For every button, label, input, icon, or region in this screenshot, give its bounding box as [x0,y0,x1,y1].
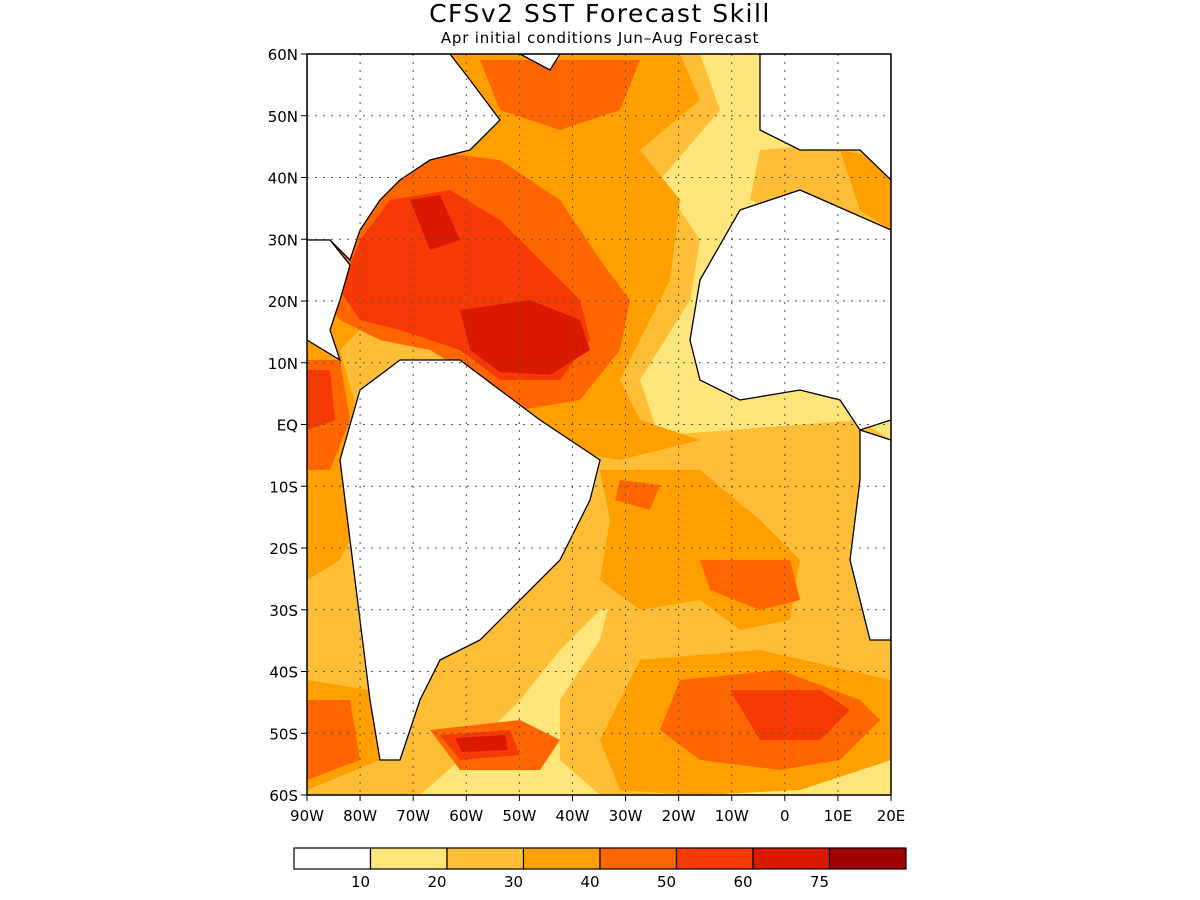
lon-label: 40W [555,807,589,825]
legend-label: 20 [427,873,446,891]
lon-label: 10E [824,807,853,825]
lon-label: 70W [396,807,430,825]
legend-swatch [675,847,754,870]
legend-swatch [446,847,525,870]
lat-label: 10S [269,478,298,496]
legend-label: 60 [733,873,752,891]
lon-label: 90W [290,807,324,825]
lat-label: 50S [269,725,298,743]
lat-label: 20N [268,293,298,311]
lon-label: 60W [449,807,483,825]
lat-label: 60S [269,787,298,805]
color-legend: 10 20 30 40 50 60 75 [293,847,907,891]
legend-label: 50 [657,873,676,891]
lat-label: 50N [268,108,298,126]
legend-swatch [752,847,831,870]
lat-label: 40N [268,170,298,188]
lat-label: 30S [269,602,298,620]
skill-band-60-75 [410,195,590,752]
longitude-labels: 90W 80W 70W 60W 50W 40W 30W 20W 10W 0 10E 20E [290,795,905,825]
chart-subtitle: Apr initial conditions Jun–Aug Forecast [440,29,760,47]
lat-label: 60N [268,46,298,64]
legend-label: 10 [351,873,370,891]
chart-title: CFSv2 SST Forecast Skill [429,0,771,28]
ocean-skill-field [307,54,891,795]
grid-lines [307,54,891,795]
lon-label: 0 [780,807,790,825]
legend-label: 30 [504,873,523,891]
lon-label: 20W [662,807,696,825]
legend-swatch [369,847,448,870]
legend-swatch [599,847,678,870]
lat-label: 30N [268,231,298,249]
legend-swatch [293,847,372,870]
legend-label: 75 [810,873,829,891]
land [307,54,891,761]
lon-label: 20E [877,807,906,825]
lon-label: 80W [343,807,377,825]
legend-swatch [828,847,907,870]
lon-label: 50W [502,807,536,825]
legend-label: 40 [580,873,599,891]
lat-label: 10N [268,355,298,373]
lon-label: 10W [715,807,749,825]
lon-label: 30W [609,807,643,825]
lat-label: 20S [269,540,298,558]
lat-label: EQ [277,417,298,435]
latitude-labels: 60N 50N 40N 30N 20N 10N EQ 10S 20S 30S 40S 50S 60S [268,46,307,805]
lat-label: 40S [269,664,298,682]
legend-swatch [522,847,601,870]
